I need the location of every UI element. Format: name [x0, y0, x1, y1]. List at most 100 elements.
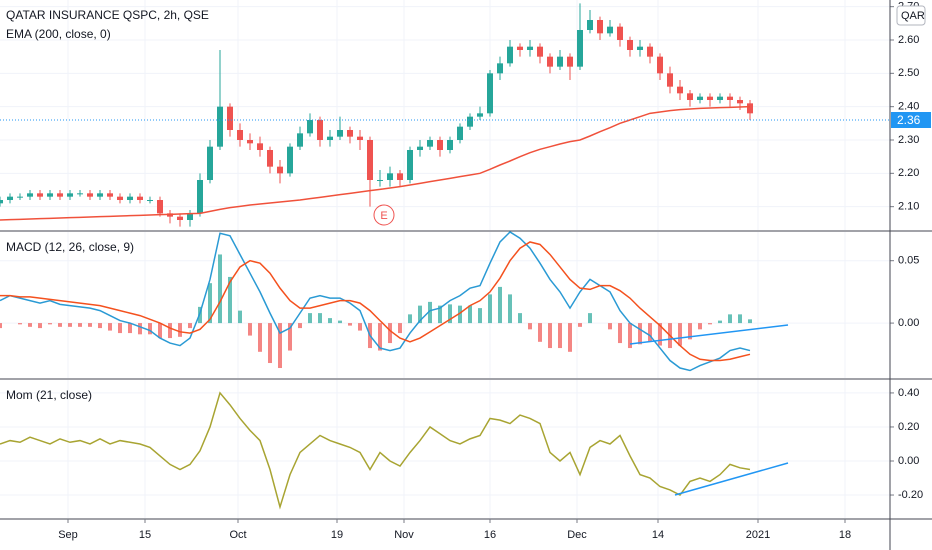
histogram-bar [158, 323, 162, 339]
candle-body [517, 46, 523, 50]
candle-body [17, 196, 23, 198]
y-tick-label: 0.05 [898, 255, 919, 267]
candle-body [427, 140, 433, 147]
trend-line [674, 462, 789, 496]
histogram-bar [38, 323, 42, 329]
last-price-label: 2.36 [897, 113, 921, 127]
candle-body [227, 106, 233, 130]
candle-body [207, 146, 213, 180]
x-tick-label: 14 [652, 529, 664, 541]
histogram-bar [478, 308, 482, 324]
candle-body [747, 103, 753, 114]
candle-body [477, 113, 483, 117]
candle-body [487, 73, 493, 114]
candle-body [177, 216, 183, 220]
histogram-bar [628, 323, 632, 349]
candle-body [557, 56, 563, 67]
candle-body [247, 140, 253, 144]
histogram-bar [358, 323, 362, 331]
histogram-bar [168, 323, 172, 339]
candle-body [407, 150, 413, 180]
y-tick-label: 2.40 [898, 101, 919, 113]
x-tick-label: 18 [839, 529, 851, 541]
candle-body [237, 130, 243, 140]
candle-body [627, 40, 633, 50]
histogram-bar [588, 313, 592, 324]
histogram-bar [68, 323, 72, 327]
histogram-bar [518, 313, 522, 324]
candle-body [217, 106, 223, 147]
histogram-bar [618, 323, 622, 344]
candle-body [377, 180, 383, 181]
indicator-line [0, 241, 751, 362]
histogram-bar [248, 323, 252, 336]
histogram-bar [728, 314, 732, 324]
histogram-bar [378, 323, 382, 351]
histogram-bar [418, 305, 422, 324]
candle-body [297, 133, 303, 147]
candle-body [77, 193, 83, 195]
x-tick-label: Oct [229, 529, 246, 541]
candle-body [697, 96, 703, 100]
histogram-bar [748, 319, 752, 324]
candle-body [67, 193, 73, 197]
candle-body [667, 73, 673, 87]
y-tick-label: 2.20 [898, 167, 919, 179]
histogram-bar [138, 323, 142, 335]
histogram-bar [238, 310, 242, 324]
histogram-bar [658, 323, 662, 346]
y-tick-label: 2.60 [898, 34, 919, 46]
histogram-bar [268, 323, 272, 364]
candle-body [57, 193, 63, 197]
histogram-bar [398, 323, 402, 334]
histogram-bar [608, 323, 612, 330]
histogram-bar [218, 254, 222, 324]
candle-body [127, 196, 133, 200]
candle-body [467, 116, 473, 127]
ema-line [0, 105, 751, 221]
histogram-bar [128, 323, 132, 334]
y-tick-label: -0.20 [898, 489, 923, 501]
x-tick-label: 2021 [746, 529, 770, 541]
candle-body [307, 120, 313, 134]
histogram-bar [468, 305, 472, 324]
candle-body [147, 200, 153, 201]
histogram-bar [498, 286, 502, 324]
indicator-line [0, 391, 751, 510]
panel-title: MACD (12, 26, close, 9) [6, 240, 134, 254]
candle-body [527, 46, 533, 50]
candle-body [507, 46, 513, 64]
histogram-bar [18, 323, 22, 325]
histogram-bar [458, 305, 462, 324]
histogram-bar [698, 323, 702, 330]
histogram-bar [528, 323, 532, 330]
histogram-bar [708, 323, 712, 325]
candle-body [387, 173, 393, 180]
histogram-bar [178, 323, 182, 337]
candle-body [617, 26, 623, 40]
histogram-bar [438, 305, 442, 324]
histogram-bar [118, 323, 122, 334]
x-tick-label: Sep [58, 529, 78, 541]
candle-body [707, 96, 713, 100]
candle-body [87, 193, 93, 197]
candle-body [27, 193, 33, 197]
unit-box [896, 5, 926, 26]
candle-body [197, 180, 203, 214]
candle-body [0, 200, 3, 204]
panel-title: Mom (21, close) [6, 388, 92, 402]
candle-body [537, 46, 543, 57]
y-tick-label: 2.30 [898, 134, 919, 146]
candle-body [347, 130, 353, 137]
candle-body [187, 213, 193, 220]
candle-body [677, 86, 683, 94]
histogram-bar [568, 323, 572, 352]
histogram-bar [148, 323, 152, 335]
y-tick-label: 0.00 [898, 317, 919, 329]
histogram-bar [678, 323, 682, 346]
candle-body [727, 96, 733, 100]
histogram-bar [298, 323, 302, 329]
histogram-bar [108, 323, 112, 331]
candle-body [607, 26, 613, 34]
y-tick-label: 0.20 [898, 421, 919, 433]
